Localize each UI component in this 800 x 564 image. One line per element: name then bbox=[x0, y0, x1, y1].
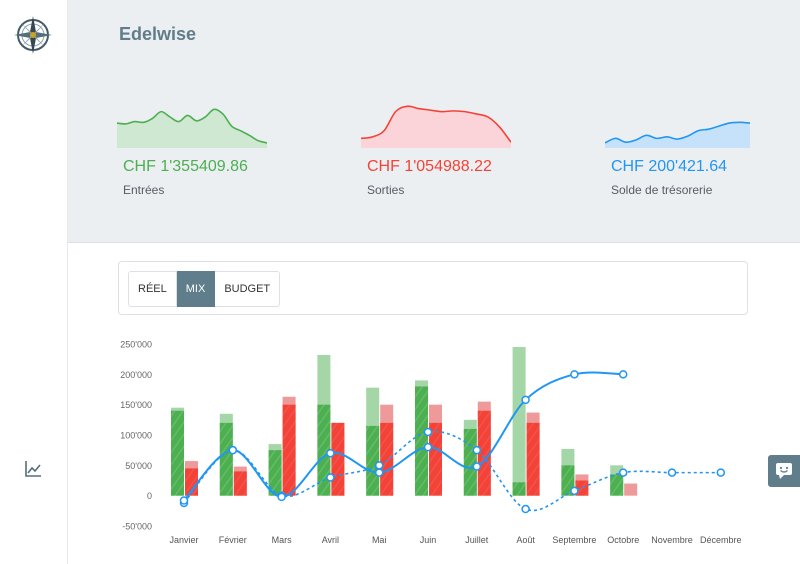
x-tick-label: Avril bbox=[322, 535, 339, 545]
bar-inflow-budget[interactable] bbox=[512, 347, 526, 496]
bar-outflow-actual[interactable] bbox=[575, 480, 589, 496]
balance-budget-point[interactable] bbox=[472, 445, 482, 455]
y-tick-label: 50'000 bbox=[125, 461, 152, 471]
balance-sparkline bbox=[605, 121, 750, 148]
balance-actual-point[interactable] bbox=[618, 370, 628, 379]
x-tick-label: Février bbox=[219, 535, 247, 545]
sparkline-area bbox=[361, 106, 511, 148]
kpi-balance-value: CHF 200'421.64 bbox=[611, 158, 728, 175]
app-title: Edelwise bbox=[119, 24, 197, 44]
bar-inflow-actual[interactable] bbox=[463, 428, 477, 496]
sparkline-line bbox=[605, 121, 750, 144]
kpi-balance: CHF 200'421.64 Solde de trésorerie bbox=[605, 100, 750, 197]
bar-outflow-actual[interactable] bbox=[233, 471, 247, 496]
x-tick-label: Juillet bbox=[465, 535, 489, 545]
balance-actual-point[interactable] bbox=[423, 442, 433, 452]
kpi-inflows-value: CHF 1'355409.86 bbox=[123, 158, 248, 175]
inflows-sparkline bbox=[117, 108, 267, 148]
kpi-outflows-label: Sorties bbox=[367, 183, 405, 197]
line-chart-icon[interactable] bbox=[23, 459, 43, 479]
mode-button-budget[interactable]: BUDGET bbox=[215, 271, 281, 307]
bar-inflow-actual[interactable] bbox=[610, 474, 624, 496]
bar-inflow-actual[interactable] bbox=[366, 425, 380, 496]
bar-outflow-budget[interactable] bbox=[624, 483, 638, 496]
bar-outflow-actual[interactable] bbox=[380, 422, 394, 496]
y-tick-label: 250'000 bbox=[120, 340, 152, 350]
balance-budget-point[interactable] bbox=[618, 468, 628, 477]
x-tick-label: Mai bbox=[372, 535, 387, 545]
x-tick-label: Octobre bbox=[607, 535, 639, 545]
balance-budget-point[interactable] bbox=[667, 468, 677, 477]
bar-inflow-actual[interactable] bbox=[317, 404, 331, 496]
bar-inflow-actual[interactable] bbox=[268, 450, 282, 496]
bar-outflow-actual[interactable] bbox=[185, 468, 198, 496]
balance-actual-point[interactable] bbox=[326, 448, 335, 458]
kpi-outflows-value: CHF 1'054988.22 bbox=[367, 158, 492, 175]
balance-actual-point[interactable] bbox=[179, 496, 189, 505]
bar-outflow-actual[interactable] bbox=[429, 422, 442, 496]
balance-budget-point[interactable] bbox=[570, 486, 579, 496]
mode-button-mix[interactable]: MIX bbox=[176, 271, 216, 307]
bar-inflow-actual[interactable] bbox=[415, 386, 428, 496]
x-tick-label: Janvier bbox=[169, 535, 198, 545]
mode-toggle-group: RÉEL MIX BUDGET bbox=[128, 271, 281, 307]
balance-actual-point[interactable] bbox=[521, 395, 530, 405]
kpi-inflows: CHF 1'355409.86 Entrées bbox=[117, 100, 267, 197]
y-tick-label: 0 bbox=[147, 491, 152, 501]
header-summary: Edelwise CHF 1'355409.86 Entrées CHF 1'0… bbox=[68, 0, 800, 243]
y-tick-label: 200'000 bbox=[120, 370, 152, 380]
x-tick-label: Décembre bbox=[700, 535, 742, 545]
y-tick-label: 150'000 bbox=[120, 400, 152, 410]
y-tick-label: 100'000 bbox=[120, 431, 152, 441]
sparkline-area bbox=[605, 122, 750, 148]
bar-outflow-actual[interactable] bbox=[331, 422, 345, 496]
balance-budget-point[interactable] bbox=[374, 461, 384, 470]
balance-actual-point[interactable] bbox=[570, 370, 579, 379]
balance-budget-point[interactable] bbox=[423, 427, 433, 437]
bar-outflow-actual[interactable] bbox=[477, 410, 491, 496]
x-tick-label: Mars bbox=[272, 535, 292, 545]
kpi-inflows-label: Entrées bbox=[123, 183, 165, 197]
mode-button-reel[interactable]: RÉEL bbox=[128, 271, 177, 307]
balance-budget-point[interactable] bbox=[521, 504, 530, 514]
x-tick-label: Juin bbox=[420, 535, 437, 545]
cashflow-chart: -50'000 0 50'000 100'000 150'000 200'000 250'0… bbox=[120, 340, 742, 546]
balance-actual-line bbox=[183, 371, 624, 502]
balance-actual-point[interactable] bbox=[228, 445, 238, 455]
sparkline-line bbox=[117, 108, 267, 144]
bar-inflow-actual[interactable] bbox=[219, 422, 233, 496]
kpi-balance-label: Solde de trésorerie bbox=[611, 183, 713, 197]
balance-actual-point[interactable] bbox=[472, 462, 482, 471]
bar-outflow-actual[interactable] bbox=[282, 404, 296, 496]
bar-outflow-actual[interactable] bbox=[526, 422, 540, 496]
sidebar bbox=[0, 0, 68, 564]
outflows-sparkline bbox=[361, 105, 511, 148]
bar-inflow-actual[interactable] bbox=[171, 410, 184, 496]
sparkline-area bbox=[117, 109, 267, 148]
bar-inflow-actual[interactable] bbox=[512, 482, 526, 496]
y-tick-label: -50'000 bbox=[122, 522, 152, 532]
chat-smile-icon[interactable] bbox=[768, 455, 800, 487]
x-tick-label: Septembre bbox=[552, 535, 596, 545]
x-tick-label: Novembre bbox=[651, 535, 693, 545]
cashflow-chart-area: -50'000 0 50'000 100'000 150'000 200'000 250'0… bbox=[68, 330, 800, 564]
mode-panel: RÉEL MIX BUDGET bbox=[118, 261, 748, 315]
kpi-outflows: CHF 1'054988.22 Sorties bbox=[361, 100, 511, 197]
balance-budget-line bbox=[183, 430, 721, 512]
sparkline-line bbox=[361, 105, 511, 143]
balance-actual-point[interactable] bbox=[277, 492, 286, 502]
balance-actual-point[interactable] bbox=[374, 468, 384, 477]
x-tick-label: Août bbox=[516, 535, 535, 545]
compass-rose-icon[interactable] bbox=[13, 15, 53, 55]
balance-budget-point[interactable] bbox=[716, 468, 726, 477]
balance-budget-point[interactable] bbox=[326, 473, 335, 482]
